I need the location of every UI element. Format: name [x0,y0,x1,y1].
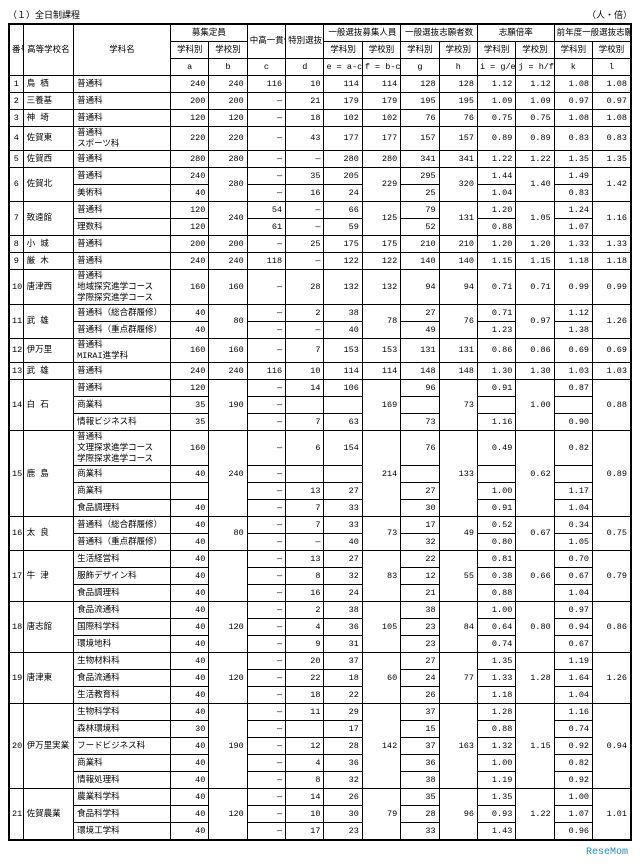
table-row: 12伊万里普通科MIRAI進学科160160—71531531311310.86… [9,339,631,363]
table-row: 13武 雄普通科240240116101141141481481.301.301… [9,363,631,380]
table-row: 4佐賀東普通科スポーツ科220220—431771771571570.890.8… [9,127,631,151]
table-row: 7致遠館普通科12024054—66125791311.201.051.241.… [9,202,631,219]
table-row: 20伊万里実業生物科学科40190—1129142371631.281.151.… [9,704,631,721]
table-row: 11武 雄普通科（総合群履修）4080—2387827760.710.971.1… [9,305,631,322]
table-row: 6佐賀北普通科240280—352052292953201.441.401.49… [9,168,631,185]
caption-left: （１）全日制課程 [8,8,80,21]
caption-right: （人・倍） [587,8,632,21]
table-row: 19唐津東生物材料科40120—20376027771.351.281.191.… [9,653,631,670]
table-row: 15鹿 島普通科文理探求進学コース学際探求進学コース160240—6154214… [9,431,631,466]
table-row: 14白 石普通科120190—1410616996730.911.000.870… [9,380,631,397]
footer-brand: ReseMom [8,847,632,858]
main-table: 番号高等学校名学科名募集定員中高一貫併設型中学校からの入学側生徒数特別選抜合格者… [8,23,632,841]
table-row: 2三養基普通科200200—211791791951951.091.090.97… [9,93,631,110]
table-row: 21佐賀農業農業科学科40120—14267935961.351.221.001… [9,789,631,806]
table-row: 1鳥 栖普通科240240116101141141281281.121.121.… [9,76,631,93]
table-row: 17牛 津生活経営科40—13278322550.810.660.700.79 [9,551,631,568]
table-row: 16太 良普通科（総合群履修）4080—7337317490.520.670.3… [9,517,631,534]
table-row: 5佐賀西普通科280280——2802803413411.221.221.351… [9,151,631,168]
table-row: 10唐津西普通科地域探究進学コース学際探究進学コース160160—2813213… [9,270,631,305]
table-row: 3神 埼普通科120120—1810210276760.750.751.081.… [9,110,631,127]
table-row: 8小 城普通科200200—251751752102101.201.201.33… [9,236,631,253]
table-row: 9厳 木普通科240240118—1221221401401.151.151.1… [9,253,631,270]
table-row: 18唐志館食品流通科40120—23810538841.000.800.970.… [9,602,631,619]
